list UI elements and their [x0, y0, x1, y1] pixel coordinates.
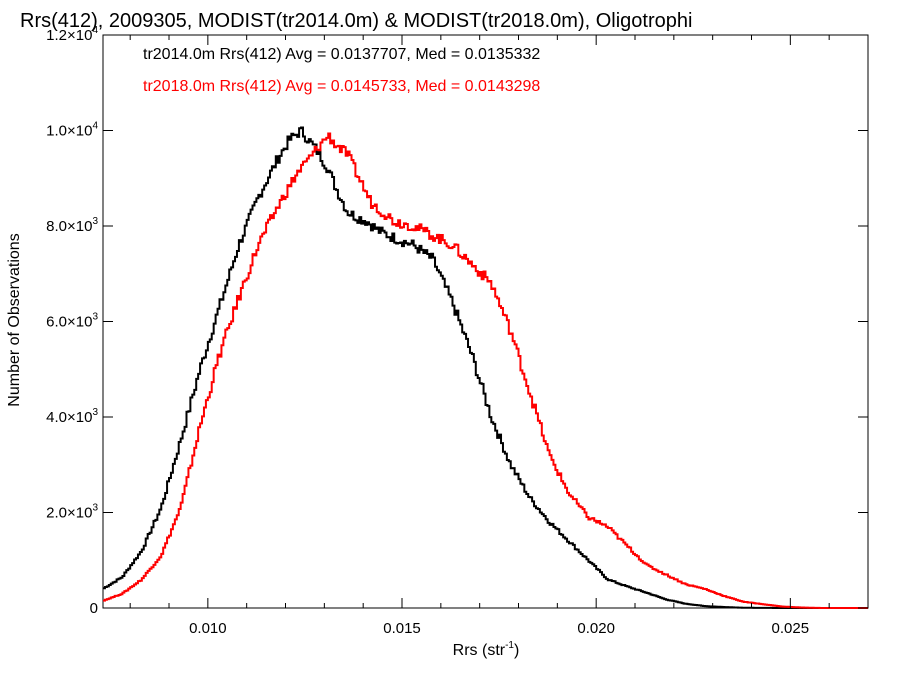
x-tick-label: 0.020 [577, 620, 615, 637]
y-tick-label: 1.0×104 [46, 121, 98, 140]
plot-frame-group [102, 34, 869, 609]
x-axis: 0.010 0.015 0.020 0.025 [129, 35, 869, 637]
series-group [103, 126, 868, 609]
y-tick-label: 2.0×103 [46, 503, 98, 522]
x-axis-title-exponent: -1 [505, 640, 514, 651]
legend-entry-tr2014: tr2014.0m Rrs(412) Avg = 0.0137707, Med … [143, 46, 540, 63]
x-tick-label: 0.015 [383, 620, 421, 637]
series-line-1 [103, 132, 868, 609]
y-tick-label: 4.0×103 [46, 407, 98, 426]
y-axis: 0 2.0×103 4.0×103 6.0×103 8.0×103 1.0×104 1.2×… [46, 25, 868, 617]
x-axis-title-close: ) [514, 642, 519, 659]
legend-entry-tr2018: tr2018.0m Rrs(412) Avg = 0.0145733, Med … [143, 78, 540, 95]
x-tick-label: 0.025 [772, 620, 810, 637]
y-tick-label: 0 [90, 600, 98, 617]
series-line-0 [103, 126, 868, 609]
x-axis-title: Rrs (str-1) [453, 640, 520, 659]
y-tick-label: 8.0×103 [46, 216, 98, 235]
y-tick-label: 1.2×104 [46, 25, 98, 44]
chart-title: Rrs(412), 2009305, MODIST(tr2014.0m) & M… [20, 10, 692, 32]
plot-frame [102, 34, 869, 609]
y-axis-title: Number of Observations [6, 233, 23, 406]
x-tick-label: 0.010 [189, 620, 227, 637]
y-tick-label: 6.0×103 [46, 312, 98, 331]
